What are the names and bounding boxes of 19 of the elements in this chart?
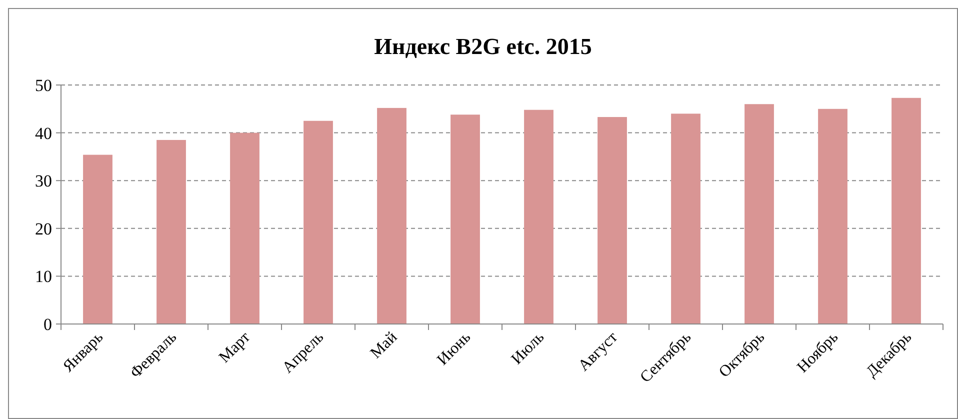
y-tick-label: 50 [35, 76, 52, 95]
bar [892, 98, 921, 324]
bar [671, 114, 700, 324]
bar [304, 120, 333, 324]
bar [450, 114, 480, 324]
bar [598, 117, 627, 324]
y-tick-label: 30 [35, 172, 52, 191]
bar [524, 110, 554, 324]
y-tick-label: 20 [35, 219, 52, 238]
bar [230, 132, 260, 324]
bar [377, 108, 406, 324]
bar [818, 108, 848, 324]
bar [156, 140, 186, 324]
bar [83, 154, 112, 324]
chart-title: Индекс B2G etc. 2015 [374, 34, 592, 59]
y-tick-label: 0 [44, 314, 52, 334]
y-tick-label: 40 [35, 124, 52, 143]
y-tick-label: 10 [35, 267, 52, 286]
bar [744, 104, 774, 324]
